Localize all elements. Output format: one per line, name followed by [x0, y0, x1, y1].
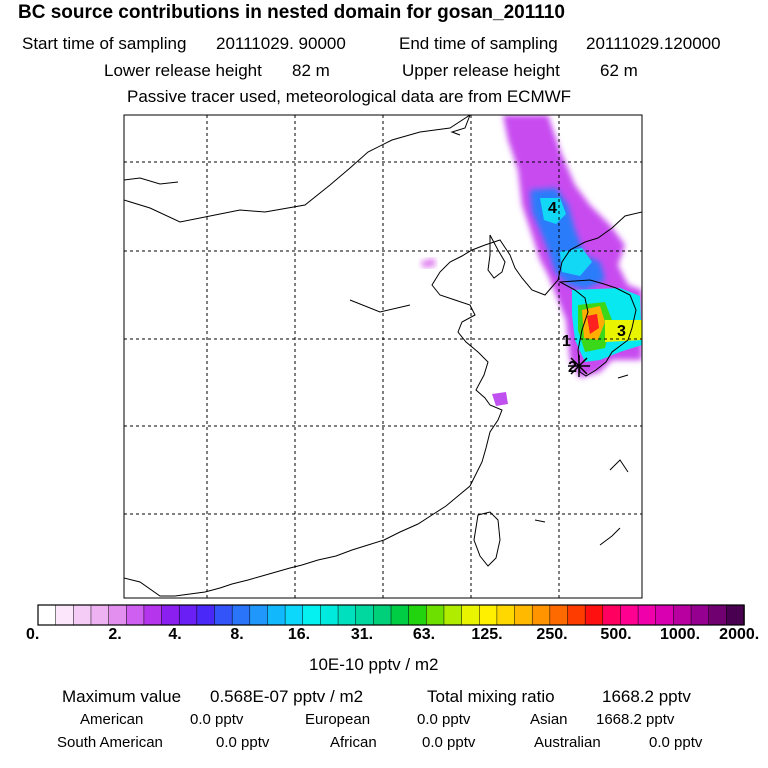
- colorbar-swatch: [549, 604, 569, 626]
- plume-blob-shanghai: [492, 392, 508, 406]
- colorbar-swatch: [584, 604, 604, 626]
- region-european-value: 0.0 pptv: [417, 711, 471, 728]
- colorbar-tick-label: 125.: [471, 626, 503, 643]
- tracer-note: Passive tracer used, meteorological data…: [127, 87, 572, 106]
- colorbar-tick-label: 31.: [350, 626, 374, 643]
- total-mixing-label: Total mixing ratio: [427, 687, 555, 706]
- start-time-value: 20111029. 90000: [216, 34, 346, 53]
- colorbar-swatch: [373, 604, 392, 626]
- colorbar: [37, 604, 745, 626]
- colorbar-tick-label: 4.: [168, 626, 182, 643]
- region-american-label: American: [80, 711, 144, 728]
- colorbar-swatch: [302, 604, 322, 626]
- colorbar-swatch: [602, 604, 622, 626]
- end-time-label: End time of sampling: [399, 34, 558, 53]
- region-european-label: European: [305, 711, 371, 728]
- plume-cyan-mid: [560, 248, 592, 276]
- lower-release-label: Lower release height: [104, 61, 262, 80]
- region-asian-label: Asian: [530, 711, 568, 728]
- colorbar-unit: 10E-10 pptv / m2: [309, 655, 439, 674]
- region-south-american-label: South American: [57, 734, 163, 751]
- colorbar-swatch: [55, 604, 75, 626]
- colorbar-swatch: [267, 604, 286, 626]
- colorbar-tick-label: 250.: [536, 626, 568, 643]
- colorbar-swatch: [196, 604, 216, 626]
- colorbar-swatch: [673, 604, 692, 626]
- colorbar-swatch: [514, 604, 533, 626]
- end-time-value: 20111029.120000: [586, 34, 721, 53]
- colorbar-swatch: [284, 604, 304, 626]
- plume-marker-2: 2: [568, 359, 577, 376]
- colorbar-swatch: [531, 604, 551, 626]
- max-value: 0.568E-07 pptv / m2: [210, 687, 364, 706]
- colorbar-swatch: [637, 604, 657, 626]
- colorbar-swatch: [708, 604, 728, 626]
- colorbar-swatch: [37, 604, 57, 626]
- colorbar-swatch: [690, 604, 710, 626]
- colorbar-tick-label: 500.: [600, 626, 632, 643]
- colorbar-frame: [37, 604, 745, 626]
- total-mixing-value: 1668.2 pptv: [602, 687, 691, 706]
- map-frame: [123, 114, 643, 599]
- plume-marker-4: 4: [548, 200, 557, 217]
- colorbar-swatch: [390, 604, 410, 626]
- plume-marker-1: 1: [562, 333, 571, 350]
- colorbar-tick-label: 63.: [412, 626, 436, 643]
- chart-title: BC source contributions in nested domain…: [18, 2, 565, 23]
- colorbar-swatch: [231, 604, 251, 626]
- colorbar-swatch: [461, 604, 481, 626]
- colorbar-tick-label: 8.: [230, 626, 244, 643]
- colorbar-swatch: [655, 604, 675, 626]
- colorbar-swatch: [320, 604, 339, 626]
- upper-release-label: Upper release height: [402, 61, 560, 80]
- upper-release-value: 62 m: [600, 61, 638, 80]
- colorbar-swatch: [355, 604, 375, 626]
- region-australian-label: Australian: [534, 734, 601, 751]
- region-african-value: 0.0 pptv: [422, 734, 476, 751]
- colorbar-swatch: [214, 604, 233, 626]
- colorbar-swatch: [496, 604, 516, 626]
- lower-release-value: 82 m: [292, 61, 330, 80]
- max-value-label: Maximum value: [62, 687, 182, 706]
- colorbar-tick-label: 2.: [108, 626, 122, 643]
- plume-core-red: [587, 314, 599, 334]
- region-asian-value: 1668.2 pptv: [596, 711, 675, 728]
- colorbar-swatch: [479, 604, 498, 626]
- colorbar-swatch: [108, 604, 127, 626]
- colorbar-tick-label: 2000.: [719, 626, 760, 643]
- colorbar-swatch: [178, 604, 198, 626]
- start-time-label: Start time of sampling: [22, 34, 187, 53]
- colorbar-swatch: [426, 604, 445, 626]
- colorbar-tick-label: 1000.: [659, 626, 701, 643]
- colorbar-swatch: [161, 604, 180, 626]
- region-african-label: African: [330, 734, 377, 751]
- colorbar-swatch: [443, 604, 463, 626]
- colorbar-tick-label: 16.: [287, 626, 311, 643]
- colorbar-swatch: [337, 604, 357, 626]
- colorbar-swatch: [620, 604, 639, 626]
- colorbar-tick-label: 0.: [25, 626, 40, 643]
- colorbar-swatch: [408, 604, 428, 626]
- plume-blob-korea-west: [420, 258, 436, 268]
- colorbar-swatch: [90, 604, 110, 626]
- colorbar-swatch: [126, 604, 145, 626]
- coastlines: [124, 115, 642, 597]
- colorbar-swatch: [567, 604, 586, 626]
- colorbar-swatch: [143, 604, 163, 626]
- map-gridlines: [124, 115, 642, 598]
- colorbar-swatch: [249, 604, 269, 626]
- colorbar-swatch: [73, 604, 92, 626]
- region-australian-value: 0.0 pptv: [649, 734, 703, 751]
- region-south-american-value: 0.0 pptv: [216, 734, 270, 751]
- colorbar-swatch: [726, 604, 745, 626]
- plume-marker-3: 3: [617, 323, 626, 340]
- receptor-marker-star: [568, 355, 590, 377]
- region-american-value: 0.0 pptv: [190, 711, 244, 728]
